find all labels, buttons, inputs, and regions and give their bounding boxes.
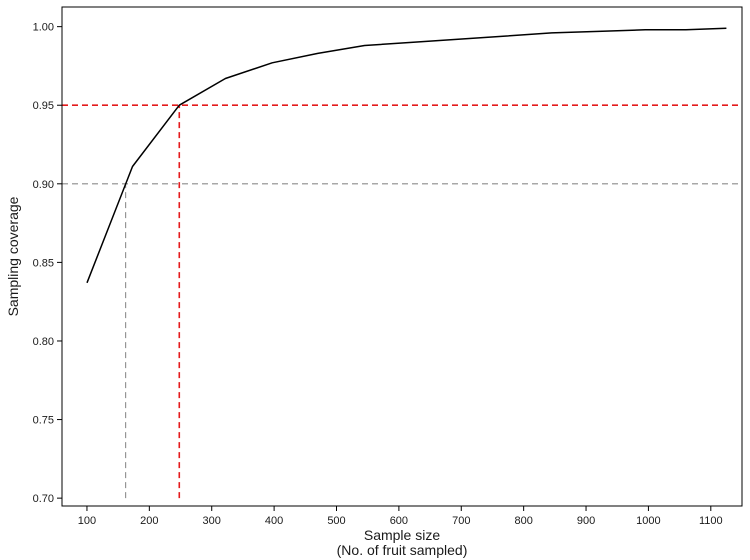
x-tick-label: 300 bbox=[203, 515, 221, 527]
y-axis-title: Sampling coverage bbox=[5, 196, 21, 316]
x-tick-label: 400 bbox=[265, 515, 283, 527]
x-tick-label: 700 bbox=[452, 515, 470, 527]
axes: 100 200 300 400 500 600 700 800 900 1000 1100 0.70… bbox=[33, 6, 743, 527]
y-tick-label: 0.85 bbox=[33, 257, 54, 269]
y-tick-label: 0.90 bbox=[33, 179, 54, 191]
x-axis-subtitle: (No. of fruit sampled) bbox=[337, 542, 468, 558]
x-tick-label: 600 bbox=[390, 515, 408, 527]
y-axis-ticks: 0.70 0.75 0.80 0.85 0.90 0.95 1.00 bbox=[33, 22, 62, 505]
x-tick-label: 100 bbox=[78, 515, 96, 527]
x-axis-ticks: 100 200 300 400 500 600 700 800 900 1000 1100 bbox=[78, 506, 723, 527]
x-axis-title: Sample size bbox=[364, 527, 440, 543]
x-tick-label: 1000 bbox=[636, 515, 660, 527]
x-tick-label: 500 bbox=[327, 515, 345, 527]
plot-frame bbox=[61, 6, 743, 507]
x-tick-label: 200 bbox=[140, 515, 158, 527]
x-tick-label: 800 bbox=[514, 515, 532, 527]
reference-lines bbox=[62, 104, 742, 499]
x-tick-label: 900 bbox=[577, 515, 595, 527]
y-tick-label: 0.80 bbox=[33, 336, 54, 348]
y-tick-label: 0.95 bbox=[33, 100, 54, 112]
series-layer bbox=[86, 27, 727, 284]
y-tick-label: 0.75 bbox=[33, 415, 54, 427]
x-tick-label: 1100 bbox=[699, 515, 723, 527]
coverage-curve bbox=[86, 27, 727, 284]
y-tick-label: 0.70 bbox=[33, 493, 54, 505]
y-tick-label: 1.00 bbox=[33, 22, 54, 34]
